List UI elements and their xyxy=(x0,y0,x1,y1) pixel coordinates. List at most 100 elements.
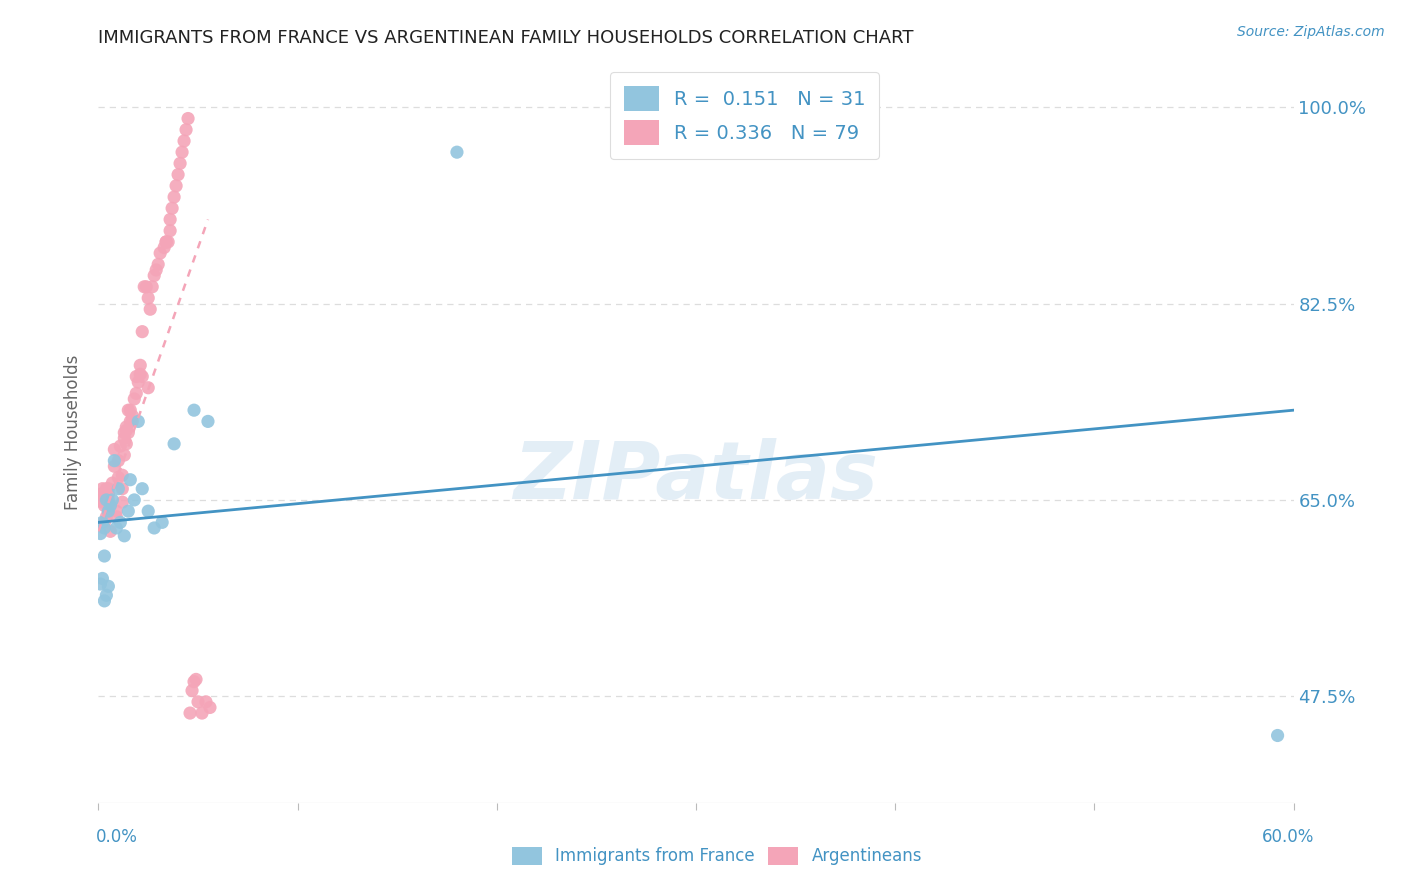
Point xyxy=(124,392,146,406)
Point xyxy=(110,516,132,530)
Point xyxy=(131,369,153,384)
Point xyxy=(96,492,118,507)
Point xyxy=(163,437,186,451)
Point xyxy=(117,425,139,440)
Point xyxy=(165,178,187,193)
Point xyxy=(98,524,122,539)
Point xyxy=(101,492,124,507)
Point xyxy=(169,156,191,170)
Point xyxy=(139,302,162,317)
Point xyxy=(121,409,143,423)
Point xyxy=(172,145,194,160)
Text: ZIPatlas: ZIPatlas xyxy=(513,438,879,516)
Point xyxy=(159,224,181,238)
Point xyxy=(173,134,195,148)
Point xyxy=(160,201,183,215)
Legend: R =  0.151   N = 31, R = 0.336   N = 79: R = 0.151 N = 31, R = 0.336 N = 79 xyxy=(610,72,879,159)
Point xyxy=(120,473,142,487)
Point xyxy=(115,423,138,437)
Point xyxy=(93,521,115,535)
Y-axis label: Family Households: Family Households xyxy=(65,355,83,510)
Point xyxy=(111,495,134,509)
Point xyxy=(112,529,135,543)
Point xyxy=(183,403,205,417)
Point xyxy=(134,280,156,294)
Point xyxy=(93,549,115,563)
Point xyxy=(115,437,138,451)
Point xyxy=(91,495,114,509)
Point xyxy=(174,122,197,136)
Point xyxy=(195,695,218,709)
Point xyxy=(117,403,139,417)
Point xyxy=(131,482,153,496)
Point xyxy=(124,492,146,507)
Point xyxy=(96,509,118,524)
Point xyxy=(103,442,125,457)
Point xyxy=(136,291,159,305)
Point xyxy=(181,683,204,698)
Point xyxy=(91,516,114,530)
Text: 0.0%: 0.0% xyxy=(96,828,138,846)
Point xyxy=(148,257,170,271)
Point xyxy=(125,386,148,401)
Point xyxy=(136,504,159,518)
Point xyxy=(105,504,128,518)
Point xyxy=(1267,729,1289,743)
Point xyxy=(120,414,142,428)
Point xyxy=(129,359,152,373)
Point xyxy=(98,499,122,513)
Point xyxy=(103,453,125,467)
Point xyxy=(125,369,148,384)
Point xyxy=(157,235,180,249)
Point xyxy=(89,577,111,591)
Point xyxy=(155,235,177,249)
Point xyxy=(121,414,143,428)
Point xyxy=(89,526,111,541)
Point xyxy=(150,516,173,530)
Point xyxy=(105,521,128,535)
Point xyxy=(96,482,118,496)
Point xyxy=(101,476,124,491)
Point xyxy=(143,521,166,535)
Point xyxy=(187,695,209,709)
Point xyxy=(136,381,159,395)
Point xyxy=(179,706,201,720)
Point xyxy=(97,579,120,593)
Point xyxy=(107,453,129,467)
Point xyxy=(97,504,120,518)
Point xyxy=(191,706,214,720)
Point xyxy=(89,492,111,507)
Point xyxy=(91,571,114,585)
Point xyxy=(103,459,125,474)
Point xyxy=(98,499,122,513)
Point xyxy=(107,470,129,484)
Point xyxy=(141,280,163,294)
Point xyxy=(117,504,139,518)
Point xyxy=(153,240,176,255)
Point xyxy=(197,414,219,428)
Text: 60.0%: 60.0% xyxy=(1263,828,1315,846)
Point xyxy=(167,168,190,182)
Point xyxy=(149,246,172,260)
Point xyxy=(91,482,114,496)
Point xyxy=(93,499,115,513)
Point xyxy=(145,263,167,277)
Point xyxy=(112,431,135,445)
Point xyxy=(97,487,120,501)
Point xyxy=(112,448,135,462)
Point xyxy=(115,420,138,434)
Text: IMMIGRANTS FROM FRANCE VS ARGENTINEAN FAMILY HOUSEHOLDS CORRELATION CHART: IMMIGRANTS FROM FRANCE VS ARGENTINEAN FA… xyxy=(98,29,914,47)
Point xyxy=(120,403,142,417)
Point xyxy=(127,414,149,428)
Point xyxy=(155,235,177,249)
Point xyxy=(112,425,135,440)
Point xyxy=(105,509,128,524)
Point xyxy=(89,487,111,501)
Point xyxy=(446,145,468,160)
Text: Source: ZipAtlas.com: Source: ZipAtlas.com xyxy=(1237,25,1385,39)
Point xyxy=(184,673,207,687)
Point xyxy=(127,375,149,389)
Point xyxy=(93,594,115,608)
Point xyxy=(131,325,153,339)
Point xyxy=(97,482,120,496)
